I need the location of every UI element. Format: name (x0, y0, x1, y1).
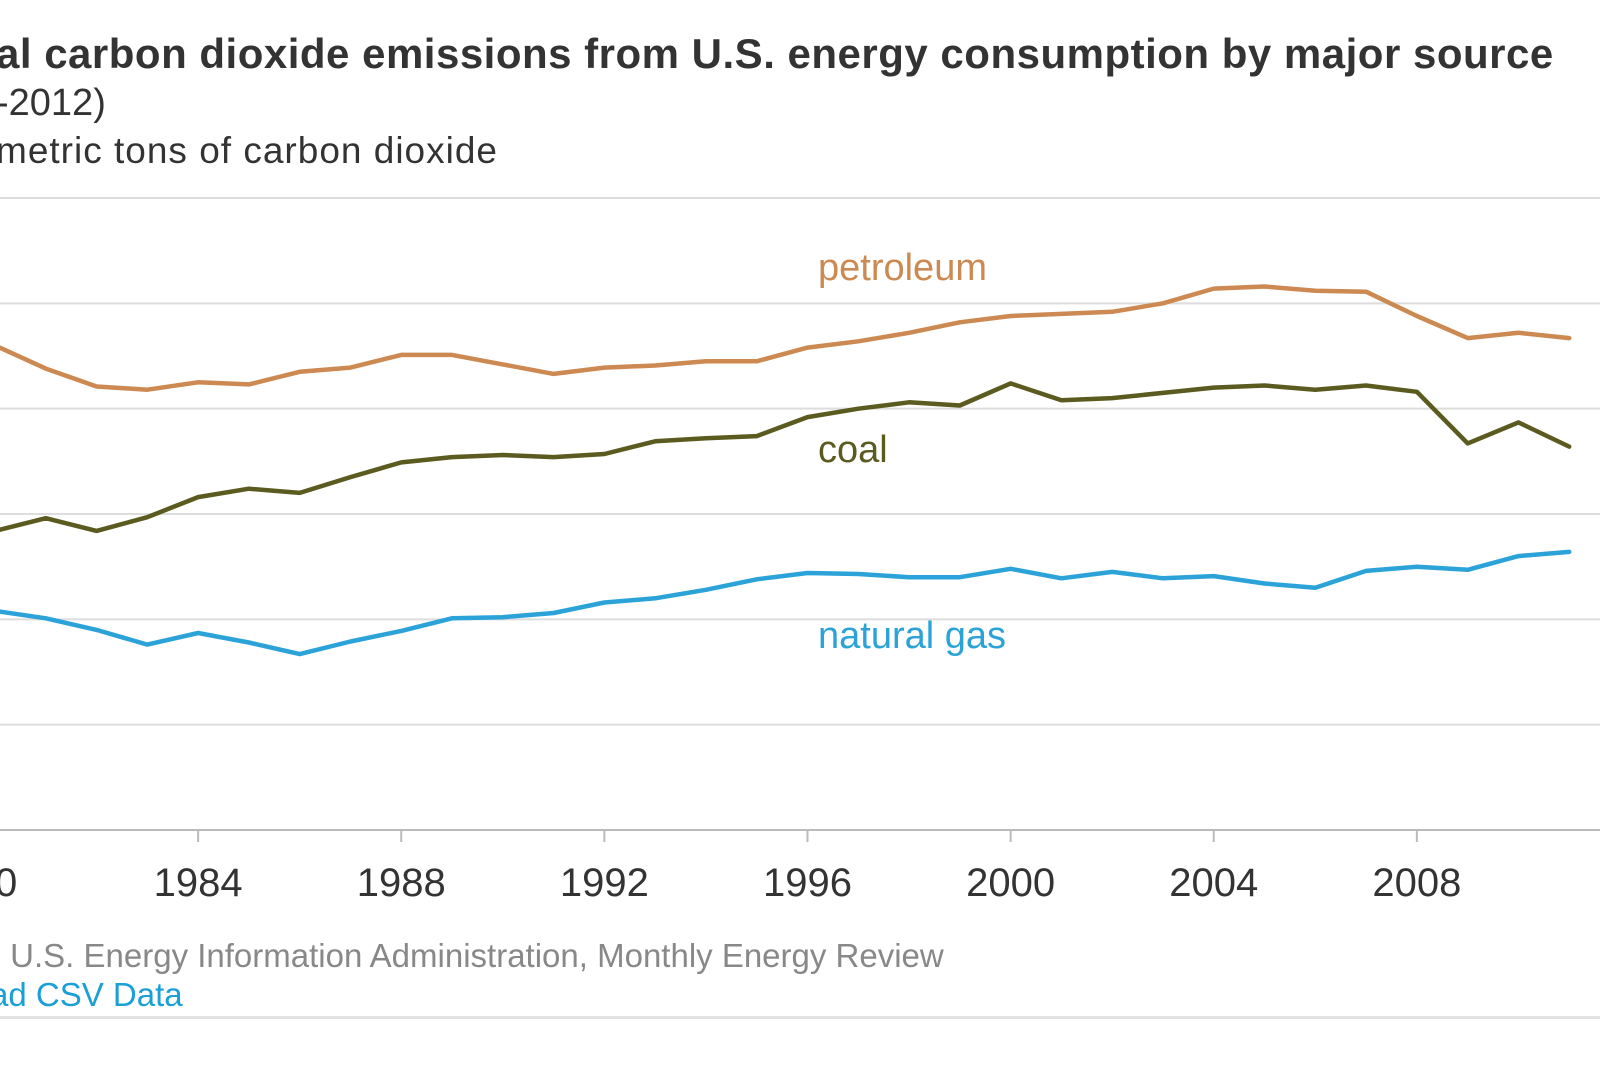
gridlines (0, 197, 1600, 726)
download-csv-link[interactable]: ad CSV Data (0, 976, 183, 1013)
chart-subtitle: -2012) (0, 82, 106, 124)
series-line-petroleum (0, 284, 1572, 392)
source-note: : U.S. Energy Information Administration… (0, 937, 944, 975)
series-line-coal (0, 381, 1572, 534)
series-label-petroleum: petroleum (818, 247, 987, 289)
x-tick-label-2004: 2004 (1169, 861, 1258, 905)
source-label: : (0, 937, 1, 974)
x-tick-label-2008: 2008 (1372, 861, 1461, 905)
series-label-coal: coal (818, 429, 888, 471)
chart-units-label: metric tons of carbon dioxide (0, 130, 499, 171)
source-text: U.S. Energy Information Administration, … (10, 937, 944, 974)
x-tick-label-2000: 2000 (966, 861, 1055, 905)
chart-title: al carbon dioxide emissions from U.S. en… (0, 30, 1554, 77)
x-tick-label-1996: 1996 (763, 861, 852, 905)
bottom-divider (0, 1016, 1600, 1019)
x-tick-label-1988: 1988 (357, 861, 446, 905)
x-tick-label-1984: 1984 (154, 861, 243, 905)
series-line-natural_gas (0, 549, 1572, 657)
series-labels: petroleum coal natural gas (818, 247, 1006, 657)
series-label-natural_gas: natural gas (818, 615, 1006, 657)
x-tick-label-1992: 1992 (560, 861, 649, 905)
series-lines (0, 284, 1572, 657)
x-tick-label-1980: 80 (0, 861, 17, 905)
x-axis: 80 1984 1988 1992 1996 2000 2004 2008 (0, 829, 1600, 905)
